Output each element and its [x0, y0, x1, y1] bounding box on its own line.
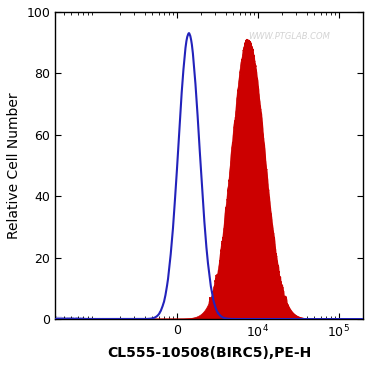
Y-axis label: Relative Cell Number: Relative Cell Number	[7, 92, 21, 239]
Text: WWW.PTGLAB.COM: WWW.PTGLAB.COM	[248, 32, 330, 41]
X-axis label: CL555-10508(BIRC5),PE-H: CL555-10508(BIRC5),PE-H	[107, 346, 311, 360]
